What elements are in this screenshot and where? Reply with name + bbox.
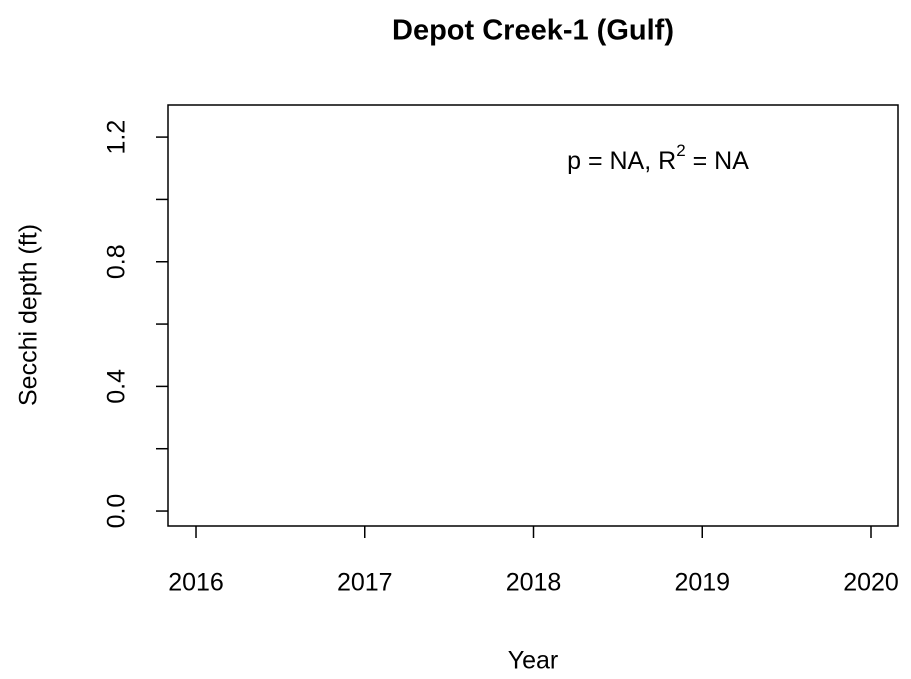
chart-title: Depot Creek-1 (Gulf) [392, 15, 674, 47]
y-tick-label: 1.2 [103, 120, 131, 155]
annotation-superscript: 2 [676, 141, 685, 160]
x-tick-label: 2017 [337, 569, 393, 597]
x-tick-label: 2020 [843, 569, 899, 597]
annotation-text: p = NA, R [567, 147, 676, 175]
y-tick-label: 0.0 [103, 494, 131, 529]
plot-frame [167, 104, 899, 527]
x-tick-label: 2019 [674, 569, 730, 597]
annotation: p = NA, R2 = NA [567, 141, 749, 174]
y-tick-label: 0.4 [103, 369, 131, 404]
x-tick-label: 2016 [168, 569, 224, 597]
y-tick-label: 0.8 [103, 244, 131, 279]
annotation-text: = NA [686, 147, 750, 175]
x-axis-label: Year [508, 647, 559, 675]
x-tick-label: 2018 [506, 569, 562, 597]
y-axis-label: Secchi depth (ft) [15, 224, 43, 406]
